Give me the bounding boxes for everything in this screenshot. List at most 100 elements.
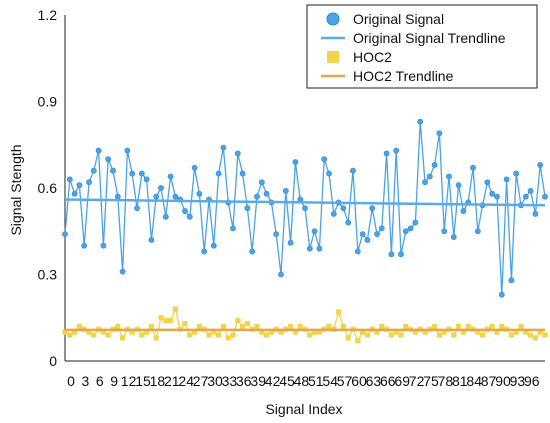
original-signal-point — [158, 185, 164, 191]
original-signal-point — [345, 219, 352, 226]
original-signal-point — [369, 205, 376, 212]
x-tick-label: 33 — [222, 373, 238, 389]
x-tick-label: 39 — [250, 373, 266, 389]
original-signal-point — [129, 170, 136, 177]
hoc2-point — [316, 329, 322, 335]
legend-items: Original Signal Original Signal Trendline… — [321, 11, 506, 84]
hoc2-point — [388, 332, 394, 338]
original-signal-point — [62, 231, 68, 238]
x-tick-label: 87 — [481, 373, 497, 389]
original-signal-point — [426, 173, 433, 180]
original-signal-point — [474, 228, 481, 235]
original-signal-point — [119, 268, 126, 275]
hoc2-point — [542, 332, 548, 338]
legend-marker-circle — [326, 12, 340, 26]
original-signal-point — [436, 130, 443, 137]
legend: Original Signal Original Signal Trendline… — [306, 4, 538, 89]
original-signal-point — [503, 176, 510, 183]
original-signal-point — [258, 179, 265, 186]
x-tick-label: 90 — [495, 373, 511, 389]
original-signal-point — [76, 182, 83, 189]
original-signal-point — [105, 156, 112, 163]
y-tick-label: 0.3 — [38, 267, 58, 283]
original-signal-point — [407, 225, 414, 232]
legend-label: Original Signal — [353, 11, 444, 27]
original-signal-point — [326, 170, 332, 177]
original-signal-point — [287, 239, 294, 246]
hoc2-point — [192, 329, 198, 335]
hoc2-point — [163, 318, 169, 324]
x-tick-label: 18 — [150, 373, 166, 389]
original-signal-point — [446, 173, 452, 180]
hoc2-point — [360, 329, 366, 335]
hoc2-point — [153, 335, 159, 341]
original-signal-point — [167, 173, 174, 180]
original-signal-point — [489, 190, 496, 197]
hoc2-point — [105, 332, 111, 338]
x-tick-label: 45 — [279, 373, 295, 389]
x-tick-label: 15 — [135, 373, 151, 389]
hoc2-point — [62, 329, 68, 335]
x-tick-label: 12 — [121, 373, 137, 389]
original-signal-point — [484, 179, 491, 186]
original-signal-point — [191, 164, 198, 171]
original-signal-point — [383, 150, 390, 157]
hoc2-point — [422, 329, 428, 335]
hoc2-point — [528, 332, 534, 338]
legend-box — [306, 4, 538, 89]
original-signal-point — [110, 167, 116, 174]
x-tick-label: 69 — [394, 373, 410, 389]
x-tick-label: 27 — [193, 373, 209, 389]
x-axis-label: Signal Index — [265, 401, 342, 417]
original-signal-point — [244, 205, 251, 212]
hoc2-point — [168, 318, 174, 324]
hoc2-point — [292, 329, 298, 335]
hoc2-point — [129, 329, 135, 335]
original-signal-point — [186, 213, 193, 220]
x-tick-label: 57 — [337, 373, 353, 389]
x-tick-label: 63 — [366, 373, 382, 389]
y-tick-label: 0.9 — [38, 94, 58, 110]
original-signal-point — [537, 162, 544, 168]
original-signal-point — [470, 164, 476, 171]
original-signal-point — [417, 118, 424, 125]
original-signal-point — [311, 228, 318, 235]
hoc2-point — [403, 323, 409, 329]
x-tick-label: 84 — [466, 373, 482, 389]
hoc2-point — [187, 332, 193, 338]
original-signal-point — [162, 213, 169, 220]
original-signal-point — [95, 147, 102, 154]
plot-area — [62, 118, 548, 344]
hoc2-point — [345, 335, 351, 341]
hoc2-point — [67, 332, 73, 338]
hoc2-point — [523, 329, 529, 335]
hoc2-point — [211, 329, 217, 335]
legend-label: HOC2 — [353, 49, 392, 65]
x-tick-label: 78 — [438, 373, 454, 389]
original-signal-point — [282, 187, 289, 194]
original-signal-point — [90, 167, 97, 174]
hoc2-point — [259, 329, 265, 335]
hoc2-point — [494, 329, 500, 335]
hoc2-point — [513, 329, 519, 335]
original-signal-point — [201, 248, 208, 255]
original-signal-point — [124, 147, 131, 154]
hoc2-point — [537, 329, 543, 335]
original-signal-point — [460, 208, 467, 214]
hoc2-point — [326, 323, 332, 329]
original-signal-point — [513, 170, 520, 177]
original-signal-point — [210, 242, 217, 249]
hoc2-point — [436, 332, 442, 338]
hoc2-point — [340, 323, 346, 329]
x-tick-label: 81 — [452, 373, 468, 389]
original-signal-point — [234, 150, 241, 157]
original-signal-point — [220, 144, 227, 151]
x-tick-label: 75 — [423, 373, 439, 389]
x-tick-label: 54 — [322, 373, 338, 389]
original-signal-point — [292, 159, 299, 165]
original-signal-point — [263, 190, 270, 197]
hoc2-point — [288, 323, 294, 329]
hoc2-point — [216, 332, 222, 338]
y-tick-label: 0 — [49, 353, 57, 369]
original-signal-point — [542, 193, 548, 200]
